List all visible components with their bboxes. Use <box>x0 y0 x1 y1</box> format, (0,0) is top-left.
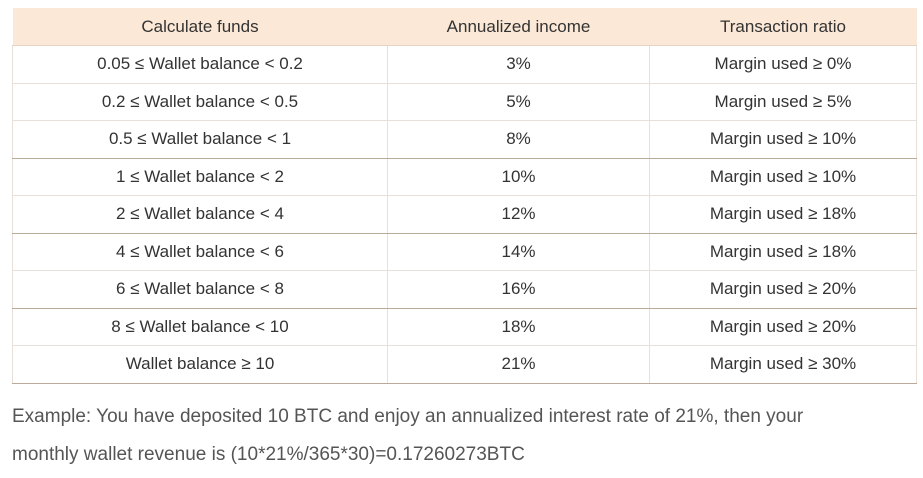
cell-funds: 1 ≤ Wallet balance < 2 <box>12 158 388 196</box>
table-row: 2 ≤ Wallet balance < 4 12% Margin used ≥… <box>12 195 917 234</box>
cell-income: 16% <box>387 270 650 309</box>
income-table-container: Calculate funds Annualized income Transa… <box>12 8 917 384</box>
cell-income: 14% <box>387 233 650 271</box>
cell-funds: 4 ≤ Wallet balance < 6 <box>12 233 388 271</box>
cell-ratio: Margin used ≥ 30% <box>649 345 917 384</box>
table-row: 1 ≤ Wallet balance < 2 10% Margin used ≥… <box>12 158 917 196</box>
table-row: 0.5 ≤ Wallet balance < 1 8% Margin used … <box>12 120 917 159</box>
cell-ratio: Margin used ≥ 18% <box>649 233 917 271</box>
cell-income: 3% <box>387 45 650 84</box>
table-header: Calculate funds Annualized income Transa… <box>12 8 917 46</box>
table-row: 6 ≤ Wallet balance < 8 16% Margin used ≥… <box>12 270 917 309</box>
cell-ratio: Margin used ≥ 10% <box>649 158 917 196</box>
cell-funds: 0.2 ≤ Wallet balance < 0.5 <box>12 83 388 121</box>
cell-funds: Wallet balance ≥ 10 <box>12 345 388 384</box>
cell-ratio: Margin used ≥ 20% <box>649 308 917 346</box>
header-transaction-ratio: Transaction ratio <box>649 8 917 46</box>
header-row: Calculate funds Annualized income Transa… <box>12 8 917 46</box>
income-table: Calculate funds Annualized income Transa… <box>12 8 917 384</box>
cell-funds: 6 ≤ Wallet balance < 8 <box>12 270 388 309</box>
table-body: 0.05 ≤ Wallet balance < 0.2 3% Margin us… <box>12 45 917 384</box>
cell-income: 18% <box>387 308 650 346</box>
cell-funds: 2 ≤ Wallet balance < 4 <box>12 195 388 234</box>
cell-ratio: Margin used ≥ 18% <box>649 195 917 234</box>
example-line-1: Example: You have deposited 10 BTC and e… <box>12 406 804 427</box>
cell-funds: 0.05 ≤ Wallet balance < 0.2 <box>12 45 388 84</box>
cell-income: 21% <box>387 345 650 384</box>
example-line-2: monthly wallet revenue is (10*21%/365*30… <box>12 444 525 465</box>
header-annualized-income: Annualized income <box>387 8 650 46</box>
table-row: Wallet balance ≥ 10 21% Margin used ≥ 30… <box>12 345 917 384</box>
table-row: 4 ≤ Wallet balance < 6 14% Margin used ≥… <box>12 233 917 271</box>
cell-ratio: Margin used ≥ 10% <box>649 120 917 159</box>
cell-income: 12% <box>387 195 650 234</box>
cell-income: 8% <box>387 120 650 159</box>
cell-funds: 0.5 ≤ Wallet balance < 1 <box>12 120 388 159</box>
cell-income: 10% <box>387 158 650 196</box>
header-calculate-funds: Calculate funds <box>12 8 388 46</box>
table-row: 0.2 ≤ Wallet balance < 0.5 5% Margin use… <box>12 83 917 121</box>
cell-ratio: Margin used ≥ 0% <box>649 45 917 84</box>
table-row: 0.05 ≤ Wallet balance < 0.2 3% Margin us… <box>12 45 917 84</box>
cell-ratio: Margin used ≥ 5% <box>649 83 917 121</box>
example-text: Example: You have deposited 10 BTC and e… <box>12 398 912 474</box>
cell-income: 5% <box>387 83 650 121</box>
table-row: 8 ≤ Wallet balance < 10 18% Margin used … <box>12 308 917 346</box>
cell-funds: 8 ≤ Wallet balance < 10 <box>12 308 388 346</box>
cell-ratio: Margin used ≥ 20% <box>649 270 917 309</box>
